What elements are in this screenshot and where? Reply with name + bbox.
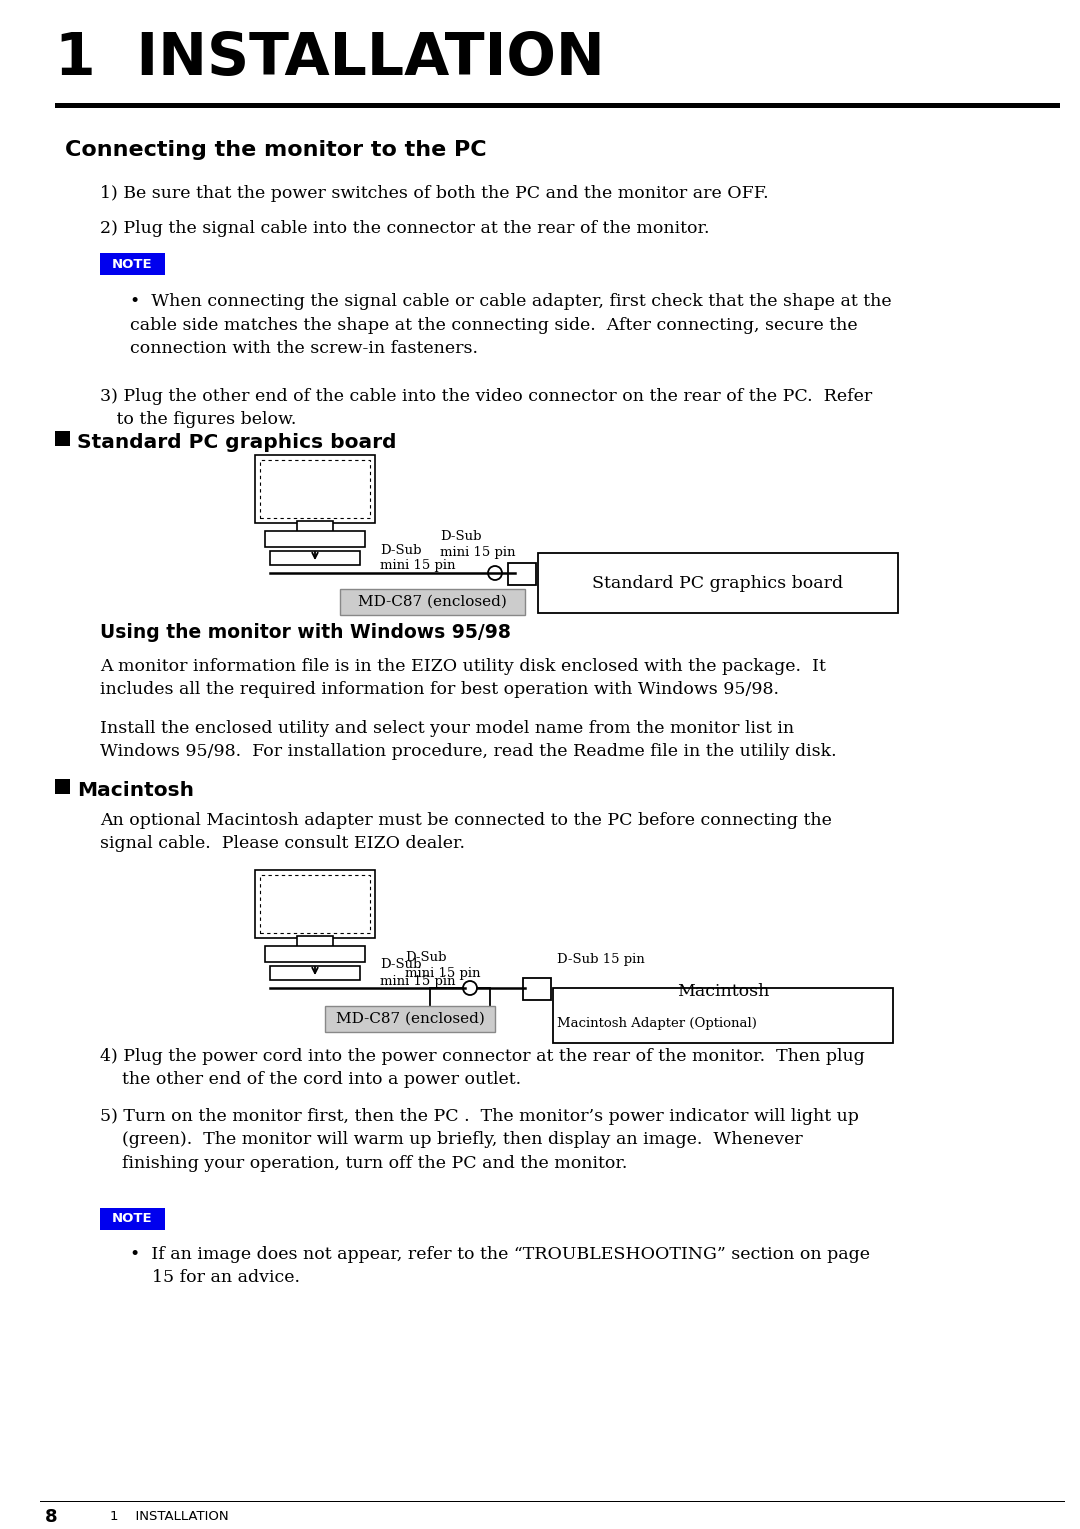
- Text: 3) Plug the other end of the cable into the video connector on the rear of the P: 3) Plug the other end of the cable into …: [100, 388, 873, 428]
- Bar: [255, 870, 375, 937]
- Text: D-Sub
mini 15 pin: D-Sub mini 15 pin: [380, 959, 456, 988]
- Text: Using the monitor with Windows 95/98: Using the monitor with Windows 95/98: [100, 622, 511, 642]
- Bar: [265, 531, 365, 547]
- Text: NOTE: NOTE: [112, 257, 152, 271]
- Bar: [523, 979, 551, 1000]
- Text: MD-C87 (enclosed): MD-C87 (enclosed): [336, 1012, 485, 1026]
- Text: Connecting the monitor to the PC: Connecting the monitor to the PC: [65, 141, 487, 161]
- Text: 4) Plug the power cord into the power connector at the rear of the monitor.  The: 4) Plug the power cord into the power co…: [100, 1047, 865, 1089]
- Bar: [325, 1006, 495, 1032]
- Bar: [265, 946, 365, 962]
- Text: Macintosh Adapter (Optional): Macintosh Adapter (Optional): [557, 1017, 757, 1031]
- Bar: [297, 936, 333, 948]
- Bar: [430, 988, 490, 1011]
- Bar: [260, 875, 370, 933]
- Text: D-Sub 15 pin: D-Sub 15 pin: [557, 953, 645, 966]
- Text: NOTE: NOTE: [112, 1212, 152, 1226]
- Text: A monitor information file is in the EIZO utility disk enclosed with the package: A monitor information file is in the EIZ…: [100, 657, 826, 699]
- Bar: [55, 778, 70, 794]
- Text: Install the enclosed utility and select your model name from the monitor list in: Install the enclosed utility and select …: [100, 720, 837, 760]
- Text: An optional Macintosh adapter must be connected to the PC before connecting the
: An optional Macintosh adapter must be co…: [100, 812, 832, 853]
- Text: D-Sub
mini 15 pin: D-Sub mini 15 pin: [380, 543, 456, 572]
- Text: Standard PC graphics board: Standard PC graphics board: [593, 575, 843, 592]
- Text: •  If an image does not appear, refer to the “TROUBLESHOOTING” section on page
 : • If an image does not appear, refer to …: [130, 1246, 870, 1286]
- Text: 1  INSTALLATION: 1 INSTALLATION: [55, 31, 605, 87]
- Bar: [297, 521, 333, 534]
- Text: Standard PC graphics board: Standard PC graphics board: [77, 433, 396, 453]
- Bar: [255, 456, 375, 523]
- Bar: [55, 102, 1059, 109]
- Bar: [538, 553, 897, 613]
- Text: D-Sub
mini 15 pin: D-Sub mini 15 pin: [405, 951, 481, 980]
- Bar: [100, 252, 165, 275]
- Bar: [270, 966, 360, 980]
- Text: 2) Plug the signal cable into the connector at the rear of the monitor.: 2) Plug the signal cable into the connec…: [100, 220, 710, 237]
- Text: 1    INSTALLATION: 1 INSTALLATION: [110, 1511, 229, 1523]
- Text: Macintosh: Macintosh: [677, 983, 769, 1000]
- Text: 1) Be sure that the power switches of both the PC and the monitor are OFF.: 1) Be sure that the power switches of bo…: [100, 185, 769, 202]
- Bar: [55, 431, 70, 446]
- Bar: [553, 988, 893, 1043]
- Text: 5) Turn on the monitor first, then the PC .  The monitor’s power indicator will : 5) Turn on the monitor first, then the P…: [100, 1109, 859, 1173]
- Circle shape: [488, 566, 502, 579]
- Text: D-Sub
mini 15 pin: D-Sub mini 15 pin: [440, 531, 515, 560]
- Text: 8: 8: [45, 1508, 57, 1526]
- Text: •  When connecting the signal cable or cable adapter, first check that the shape: • When connecting the signal cable or ca…: [130, 294, 892, 356]
- Bar: [100, 1208, 165, 1229]
- Bar: [340, 589, 525, 615]
- Bar: [260, 460, 370, 518]
- Bar: [270, 550, 360, 566]
- Text: MD-C87 (enclosed): MD-C87 (enclosed): [359, 595, 507, 609]
- Circle shape: [463, 982, 477, 995]
- Bar: [508, 563, 536, 586]
- Text: Macintosh: Macintosh: [77, 781, 194, 800]
